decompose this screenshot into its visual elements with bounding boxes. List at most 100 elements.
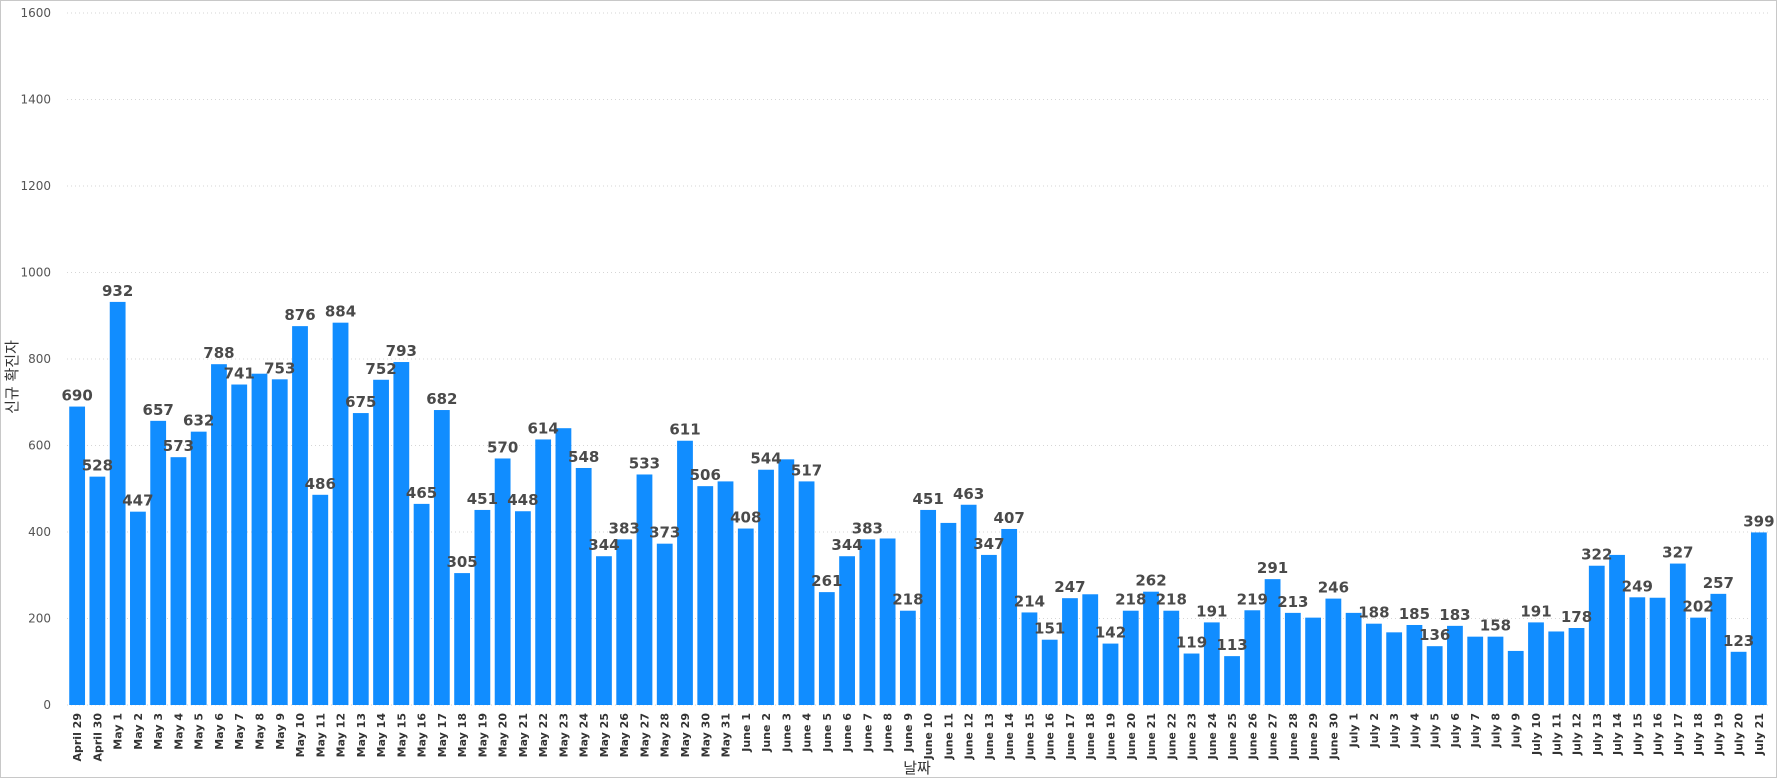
bar	[1629, 597, 1646, 705]
bar	[879, 538, 896, 705]
bar	[109, 301, 126, 705]
bar	[292, 326, 308, 705]
bar	[413, 503, 430, 705]
x-tick-label: May 19	[476, 713, 489, 757]
data-label: 932	[102, 282, 133, 300]
data-label: 178	[1561, 608, 1592, 626]
bar	[616, 539, 633, 705]
x-tick-label: May 5	[193, 713, 206, 750]
data-label: 570	[487, 438, 518, 456]
x-tick-label: May 14	[375, 713, 388, 758]
x-tick-label: June 9	[902, 713, 915, 753]
data-label: 151	[1034, 620, 1065, 638]
x-tick-label: May 18	[456, 713, 469, 757]
bar	[737, 528, 754, 705]
data-label: 753	[264, 359, 295, 377]
y-tick-label: 600	[28, 439, 51, 453]
bar	[69, 406, 86, 705]
data-label: 517	[791, 461, 822, 479]
bar	[1345, 612, 1362, 705]
data-label: 305	[446, 553, 477, 571]
bar	[1609, 554, 1625, 705]
bar	[1750, 532, 1767, 705]
x-tick-label: June 6	[841, 713, 854, 753]
bar	[1406, 624, 1423, 705]
bar	[1203, 622, 1220, 705]
x-tick-label: May 24	[578, 713, 591, 758]
y-tick-label: 1000	[20, 266, 51, 280]
bar	[494, 458, 511, 705]
x-tick-label: May 3	[152, 713, 165, 750]
x-tick-label: July 15	[1631, 713, 1644, 756]
data-label: 218	[1156, 591, 1187, 609]
data-label: 247	[1054, 578, 1085, 596]
bar	[656, 543, 673, 705]
data-label: 249	[1622, 577, 1653, 595]
y-axis-ticks: 0 200 400 600 800 1000 1200 1400 1600	[20, 6, 51, 712]
bar	[1710, 593, 1727, 705]
data-label: 183	[1439, 606, 1470, 624]
x-tick-label: June 27	[1267, 713, 1280, 760]
x-tick-label: April 29	[71, 713, 84, 762]
x-tick-label: June 28	[1287, 713, 1300, 760]
x-tick-label: June 13	[983, 713, 996, 760]
bar	[940, 522, 957, 705]
bar	[1365, 623, 1382, 705]
data-label: 611	[669, 421, 700, 439]
data-label: 218	[1115, 591, 1146, 609]
data-label: 383	[609, 519, 640, 537]
bar	[1305, 617, 1322, 705]
x-tick-label: June 5	[821, 713, 834, 753]
x-tick-label: July 19	[1712, 713, 1725, 756]
x-tick-label: June 3	[780, 713, 793, 753]
bar	[1325, 598, 1342, 705]
x-tick-label: May 9	[274, 713, 287, 750]
x-tick-label: May 17	[436, 713, 449, 757]
bar	[899, 610, 916, 705]
data-label: 544	[750, 450, 781, 468]
bar	[555, 428, 572, 705]
data-label: 682	[426, 390, 457, 408]
data-label: 752	[365, 360, 396, 378]
data-label: 344	[588, 536, 619, 554]
bar	[758, 469, 774, 705]
data-label: 741	[224, 365, 255, 383]
bar	[1143, 591, 1159, 705]
bar	[231, 384, 248, 705]
data-label: 123	[1723, 632, 1754, 650]
bar	[1264, 579, 1281, 705]
x-axis-label: 날짜	[903, 759, 931, 777]
data-label: 451	[467, 490, 498, 508]
data-label: 257	[1703, 574, 1734, 592]
bar	[312, 494, 329, 705]
x-tick-label: June 18	[1084, 713, 1097, 760]
bar	[1669, 563, 1686, 705]
y-tick-label: 1400	[20, 93, 51, 107]
data-label: 191	[1520, 602, 1551, 620]
data-label: 690	[61, 387, 92, 405]
x-tick-label: June 14	[1003, 713, 1016, 761]
x-tick-label: May 2	[132, 713, 145, 750]
x-tick-label: May 13	[355, 713, 368, 757]
bar	[1649, 597, 1666, 705]
x-tick-label: June 11	[942, 713, 955, 760]
x-tick-label: July 14	[1611, 713, 1624, 756]
x-tick-label: July 8	[1489, 713, 1502, 748]
x-tick-label: May 22	[537, 713, 550, 757]
data-label: 142	[1095, 624, 1126, 642]
data-label: 465	[406, 484, 437, 502]
x-tick-label: June 19	[1104, 713, 1117, 760]
bar	[190, 431, 207, 705]
x-tick-label: May 16	[416, 713, 429, 758]
bar	[1507, 650, 1524, 705]
data-label: 533	[629, 454, 660, 472]
data-label: 327	[1662, 544, 1693, 562]
bar	[1041, 639, 1058, 705]
x-tick-label: May 26	[618, 713, 631, 758]
data-label: 119	[1176, 634, 1207, 652]
bar	[677, 440, 693, 705]
x-axis-ticks: April 29 April 30 May 1 May 2 May 3 May 4 May …	[71, 713, 1766, 762]
x-tick-label: July 2	[1368, 713, 1381, 748]
x-tick-label: May 6	[213, 713, 226, 750]
bar	[859, 539, 876, 705]
